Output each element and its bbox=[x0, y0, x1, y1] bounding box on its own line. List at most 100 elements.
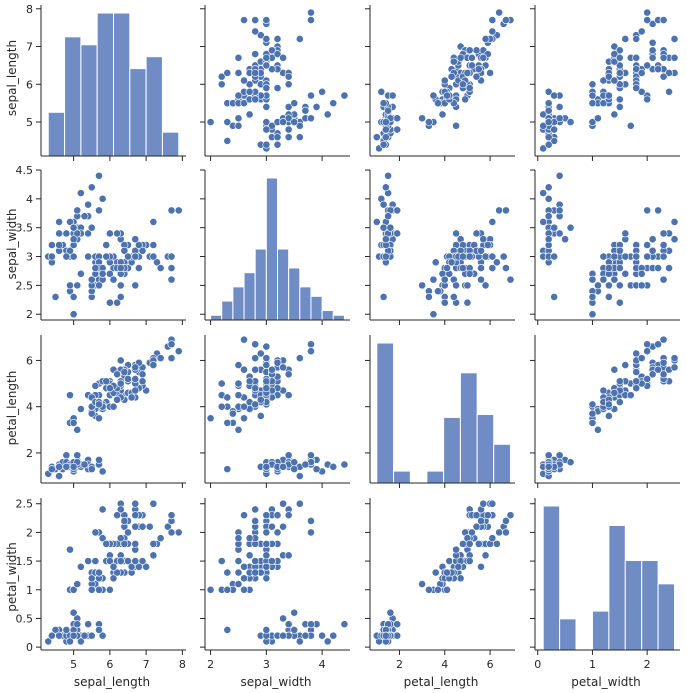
cell-0-3-point bbox=[539, 144, 548, 153]
cell-0-1-point bbox=[262, 118, 271, 126]
cell-2-2-hist-bar bbox=[376, 342, 395, 484]
cell-1-0-point bbox=[167, 252, 176, 261]
x-tick-label-petal_length: 2 bbox=[396, 658, 403, 671]
cell-1-0-point bbox=[69, 223, 78, 232]
cell-0-1-point bbox=[284, 133, 293, 142]
cell-2-3-point bbox=[654, 340, 663, 349]
cell-3-0-point bbox=[98, 534, 107, 543]
cell-0-1-point bbox=[284, 114, 293, 123]
cell-1-3-point bbox=[665, 264, 673, 272]
y-tick-label-sepal_length: 5 bbox=[26, 116, 33, 129]
cell-0-2-point bbox=[425, 118, 433, 126]
cell-0-1-point bbox=[245, 80, 254, 89]
cell-3-0-point bbox=[62, 626, 71, 634]
cell-1-1-hist-bar bbox=[221, 300, 234, 321]
cell-2-3-point bbox=[626, 391, 635, 400]
cell-1-0-point bbox=[84, 200, 93, 209]
cell-1-2-point bbox=[477, 246, 485, 255]
cell-3-0-point bbox=[47, 631, 56, 640]
cell-3-2-point bbox=[452, 545, 460, 554]
cell-1-2-point bbox=[458, 264, 467, 272]
cell-1-3-point bbox=[654, 264, 663, 272]
cell-2-1-point bbox=[206, 414, 215, 423]
cell-0-3-point bbox=[550, 136, 559, 145]
cell-3-1-point bbox=[329, 631, 338, 640]
cell-0-1-point bbox=[312, 103, 321, 111]
cell-1-1-hist-bar bbox=[321, 310, 334, 321]
cell-0-3-point bbox=[610, 76, 619, 85]
cell-0-1-point bbox=[295, 35, 304, 43]
cell-3-0-point bbox=[116, 557, 125, 565]
cell-3-0-point bbox=[149, 499, 158, 508]
cell-2-1-point bbox=[251, 365, 260, 374]
cell-3-2-point bbox=[443, 585, 451, 594]
cell-0-2-point bbox=[486, 69, 494, 77]
cell-3-1-point bbox=[295, 499, 304, 508]
cell-1-2-point bbox=[386, 223, 395, 232]
cell-1-2-point bbox=[488, 218, 497, 226]
cell-1-2-point bbox=[425, 293, 433, 301]
cell-2-1-point bbox=[307, 340, 315, 349]
y-axis-label-sepal-length: sepal_length bbox=[5, 40, 19, 116]
cell-3-0-point bbox=[113, 568, 122, 577]
cell-2-1-point bbox=[329, 462, 338, 471]
cell-0-2-point bbox=[465, 84, 474, 92]
cell-3-3-hist-bar bbox=[608, 524, 626, 651]
cell-2-3-point bbox=[643, 375, 652, 383]
cell-2-1-point bbox=[251, 384, 260, 393]
cell-2-1-point bbox=[223, 465, 232, 474]
cell-3-1-point bbox=[284, 551, 293, 560]
cell-0-2-point bbox=[449, 57, 458, 66]
x-tick-label-sepal_length: 6 bbox=[106, 658, 113, 671]
cell-0-1-point bbox=[256, 31, 265, 40]
cell-2-3-point bbox=[588, 418, 597, 427]
cell-2-0-point bbox=[69, 418, 78, 427]
cell-3-2-point bbox=[393, 620, 402, 629]
cell-2-0-point bbox=[116, 379, 125, 388]
cell-2-0-point bbox=[95, 455, 103, 464]
cell-0-3-point bbox=[588, 118, 597, 126]
cell-0-3-point bbox=[643, 61, 652, 70]
y-tick-label-sepal_width: 3 bbox=[26, 251, 33, 264]
cell-0-1-point bbox=[279, 118, 287, 126]
cell-3-2-point bbox=[386, 608, 395, 617]
cell-1-1-hist-bar bbox=[288, 267, 301, 321]
cell-1-0-point bbox=[73, 229, 82, 238]
cell-3-0-point bbox=[73, 620, 82, 629]
cell-3-1-point bbox=[318, 631, 327, 640]
cell-1-3-point bbox=[544, 183, 553, 192]
cell-0-3-point bbox=[632, 35, 641, 43]
cell-1-3-point bbox=[637, 269, 646, 278]
cell-3-1-point bbox=[262, 626, 271, 634]
cell-2-0-point bbox=[91, 381, 100, 390]
x-tick-label-petal_width: 2 bbox=[644, 658, 651, 671]
cell-3-0-point bbox=[138, 522, 147, 531]
cell-1-0-point bbox=[84, 229, 93, 238]
cell-1-2-point bbox=[488, 252, 497, 261]
cell-3-2-point bbox=[418, 580, 427, 588]
cell-2-1-point bbox=[279, 363, 287, 372]
cell-1-0-point bbox=[87, 183, 96, 192]
cell-0-1-point bbox=[223, 136, 232, 145]
cell-2-3-point bbox=[588, 409, 597, 418]
cell-3-2-point bbox=[472, 522, 481, 531]
cell-1-3-point bbox=[555, 171, 564, 180]
cell-0-2-point bbox=[377, 87, 386, 96]
cell-1-3-point bbox=[615, 264, 624, 272]
cell-2-1-point bbox=[251, 340, 260, 349]
cell-1-2-point bbox=[429, 310, 438, 319]
cell-1-1-hist-bar bbox=[332, 314, 345, 321]
cell-1-3-point bbox=[615, 281, 624, 290]
cell-3-1-point bbox=[251, 557, 260, 565]
cell-0-3-point bbox=[637, 69, 646, 77]
cell-1-1-hist-bar bbox=[243, 272, 256, 321]
cell-3-0-point bbox=[120, 517, 129, 525]
cell-1-2-point bbox=[418, 281, 427, 290]
cell-3-1-point bbox=[262, 574, 271, 583]
y-tick-label-petal_width: 0 bbox=[26, 641, 33, 654]
cell-3-0-point bbox=[131, 557, 140, 565]
cell-0-3-point bbox=[588, 99, 597, 108]
cell-2-1-point bbox=[279, 462, 287, 471]
cell-1-2-point bbox=[488, 264, 497, 272]
cell-0-2-point bbox=[463, 69, 472, 77]
